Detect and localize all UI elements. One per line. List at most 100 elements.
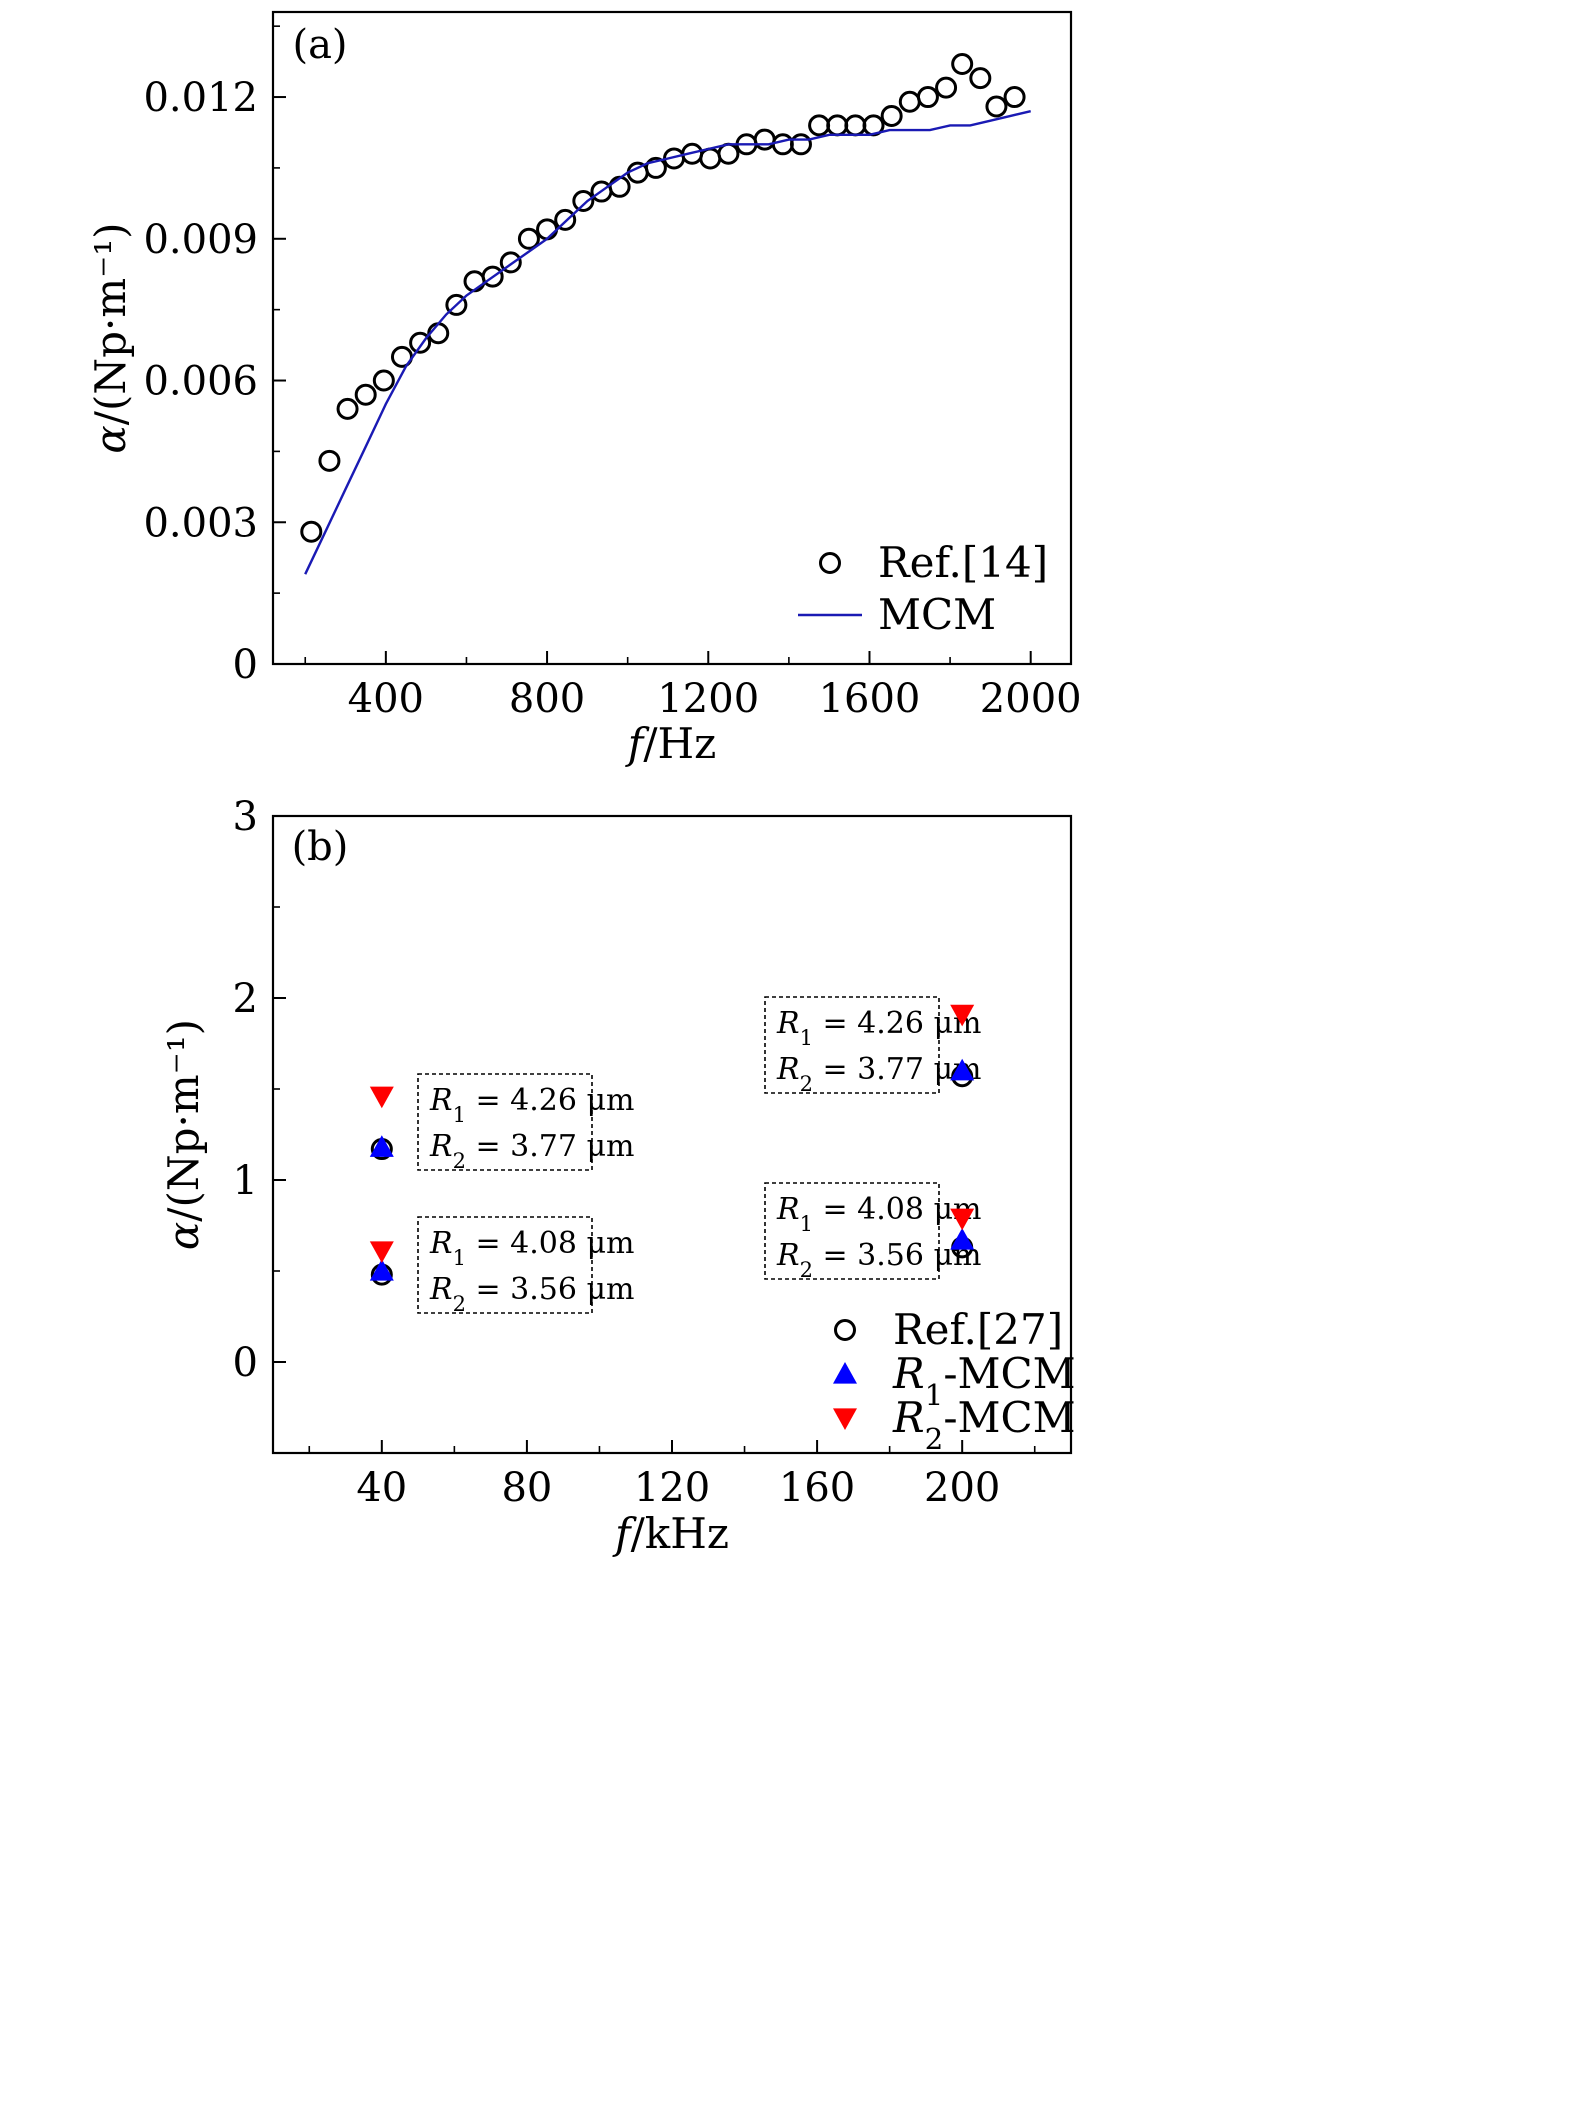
legend-marker xyxy=(833,1408,857,1430)
y-tick-label: 0.003 xyxy=(143,500,258,546)
x-tick-label: 40 xyxy=(356,1465,407,1511)
data-point xyxy=(985,95,1008,118)
data-point xyxy=(950,1058,975,1081)
data-point xyxy=(318,449,341,472)
x-tick-label: 800 xyxy=(509,676,585,722)
data-point xyxy=(969,67,992,90)
parameter-box-border xyxy=(417,1216,593,1314)
data-point xyxy=(369,1086,394,1109)
data-point xyxy=(808,114,831,137)
data-point xyxy=(789,133,812,156)
x-tick-label: 200 xyxy=(924,1465,1000,1511)
data-point xyxy=(369,1259,394,1281)
data-line xyxy=(304,110,1031,575)
legend-label: R1-MCM xyxy=(892,1349,1076,1412)
data-point xyxy=(950,1004,975,1027)
parameter-r1: R1 = 4.08 μm xyxy=(429,1226,634,1270)
x-tick-label: 1200 xyxy=(657,676,759,722)
data-point xyxy=(753,128,776,151)
data-point xyxy=(572,189,595,212)
data-point xyxy=(826,114,849,137)
x-tick-label: 120 xyxy=(634,1465,710,1511)
data-point xyxy=(1003,86,1026,109)
legend-label: MCM xyxy=(878,590,996,639)
data-point xyxy=(409,331,432,354)
data-point xyxy=(844,114,867,137)
data-point xyxy=(554,208,577,231)
y-tick-label: 0 xyxy=(233,1340,258,1386)
data-point xyxy=(717,142,740,165)
data-point xyxy=(699,147,722,170)
data-point xyxy=(644,156,667,179)
y-axis-title: α/(Np·m⁻¹) xyxy=(159,1019,208,1250)
data-point xyxy=(369,1241,394,1263)
data-point xyxy=(935,76,958,99)
x-axis-title: f/Hz xyxy=(625,719,716,768)
parameter-box-border xyxy=(764,996,940,1094)
data-point xyxy=(499,251,522,274)
plot-frame xyxy=(271,10,1073,666)
data-point xyxy=(898,90,921,113)
chart-panel-a: 400 800 1200 1600 2000 0 0.003 0.006 0.009 0.012 f… xyxy=(86,10,1082,768)
parameter-r2: R2 = 3.77 μm xyxy=(429,1129,634,1173)
parameter-r1: R1 = 4.26 μm xyxy=(776,1006,981,1050)
series-r1-mcm xyxy=(369,1058,975,1281)
y-tick-label: 0 xyxy=(233,642,258,688)
parameter-r2: R2 = 3.56 μm xyxy=(776,1238,981,1282)
parameter-box-border xyxy=(417,1073,593,1171)
data-point xyxy=(880,104,903,127)
parameter-r2: R2 = 3.56 μm xyxy=(429,1272,634,1316)
x-tick-label: 1600 xyxy=(819,676,921,722)
data-point xyxy=(517,227,540,250)
data-point xyxy=(950,1228,975,1250)
series-r2-mcm xyxy=(369,1004,975,1263)
legend: Ref.[14]MCM xyxy=(798,538,1048,639)
parameter-r1: R1 = 4.08 μm xyxy=(776,1192,981,1236)
data-point xyxy=(369,1135,394,1157)
parameter-box-border xyxy=(764,1182,940,1280)
data-point xyxy=(950,1208,975,1231)
x-tick-label: 80 xyxy=(501,1465,552,1511)
data-point xyxy=(771,133,794,156)
x-tick-label: 2000 xyxy=(980,676,1082,722)
data-point xyxy=(300,520,323,543)
parameter-r2: R2 = 3.77 μm xyxy=(776,1052,981,1096)
legend-label: R2-MCM xyxy=(892,1393,1076,1456)
data-point xyxy=(916,86,939,109)
legend-label: Ref.[27] xyxy=(893,1305,1063,1354)
x-tick-label: 400 xyxy=(348,676,424,722)
y-axis-title: α/(Np·m⁻¹) xyxy=(86,222,135,453)
data-point xyxy=(951,52,974,75)
data-point xyxy=(336,397,359,420)
y-tick-label: 0.012 xyxy=(143,75,258,121)
legend-marker xyxy=(834,1319,856,1341)
series-mcm xyxy=(304,110,1031,575)
panel-label: (b) xyxy=(292,824,349,870)
y-tick-label: 0.006 xyxy=(143,359,258,405)
legend-marker xyxy=(819,552,841,574)
data-point xyxy=(372,369,395,392)
y-tick-label: 0.009 xyxy=(143,217,258,263)
y-tick-label: 3 xyxy=(233,794,258,840)
x-axis-title: f/kHz xyxy=(612,1509,729,1558)
y-tick-label: 1 xyxy=(233,1158,258,1204)
parameter-r1: R1 = 4.26 μm xyxy=(429,1083,634,1127)
data-point xyxy=(481,265,504,288)
y-tick-label: 2 xyxy=(233,976,258,1022)
data-point xyxy=(536,218,559,241)
data-point xyxy=(463,270,486,293)
series-ref-14- xyxy=(300,52,1026,543)
data-point xyxy=(354,383,377,406)
data-point xyxy=(608,175,631,198)
x-tick-label: 160 xyxy=(779,1465,855,1511)
data-point xyxy=(445,293,468,316)
legend-label: Ref.[14] xyxy=(878,538,1048,587)
legend-marker xyxy=(833,1362,857,1384)
panel-label: (a) xyxy=(292,22,347,68)
